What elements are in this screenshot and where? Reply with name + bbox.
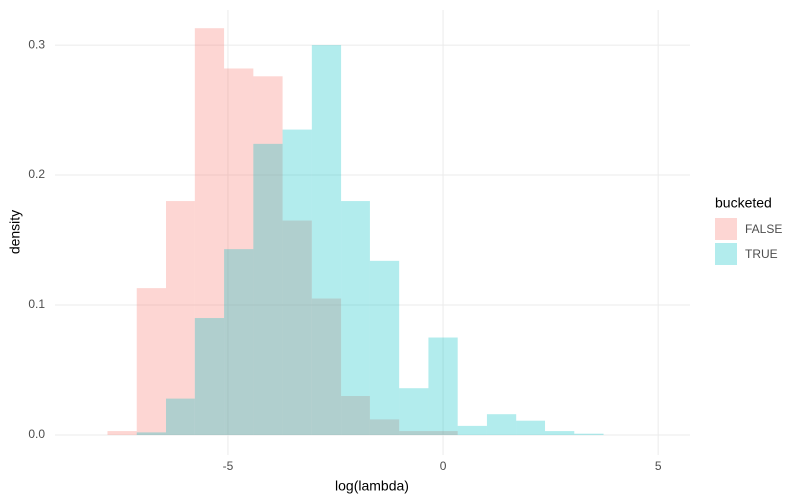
- legend-title: bucketed: [715, 195, 772, 211]
- y-tick-label: 0.3: [28, 37, 45, 51]
- histogram-bar: [224, 68, 254, 435]
- histogram-bar: [107, 431, 137, 435]
- y-axis-label: density: [7, 210, 23, 254]
- x-tick-label: 0: [440, 459, 447, 473]
- histogram-bar: [399, 431, 429, 435]
- histogram-bar: [311, 298, 342, 435]
- legend-key: [715, 243, 737, 265]
- histogram-bar: [341, 201, 370, 435]
- histogram-bar: [253, 143, 283, 435]
- x-axis-label: log(lambda): [335, 478, 409, 494]
- y-tick-label: 0.1: [28, 297, 45, 311]
- x-tick-label: -5: [223, 459, 234, 473]
- histogram-bar: [224, 249, 254, 435]
- histogram-bar: [282, 129, 312, 435]
- histogram-bar: [516, 420, 546, 435]
- histogram-bar: [311, 45, 342, 435]
- histogram-bar: [399, 388, 429, 435]
- histogram-bar: [194, 318, 225, 435]
- histogram-bar: [457, 425, 487, 435]
- histogram-bar: [428, 337, 458, 435]
- x-tick-label: 5: [655, 459, 662, 473]
- histogram-bar: [165, 201, 195, 435]
- histogram-bar: [165, 398, 195, 435]
- histogram-bar: [136, 432, 166, 435]
- histogram-bar: [194, 28, 225, 435]
- histogram-bar: [136, 288, 166, 435]
- histogram-bar: [545, 431, 575, 435]
- histogram-bar: [253, 76, 283, 435]
- histogram-bar: [486, 414, 517, 435]
- legend-key: [715, 218, 737, 240]
- histogram-bar: [574, 433, 604, 435]
- y-tick-label: 0.0: [28, 427, 45, 441]
- histogram-bar: [428, 431, 458, 435]
- legend-label: TRUE: [745, 247, 778, 261]
- histogram-bar: [341, 395, 370, 435]
- histogram-bar: [369, 419, 400, 435]
- histogram-bar: [369, 260, 400, 435]
- histogram-bar: [282, 220, 312, 435]
- legend-label: FALSE: [745, 222, 782, 236]
- y-tick-label: 0.2: [28, 167, 45, 181]
